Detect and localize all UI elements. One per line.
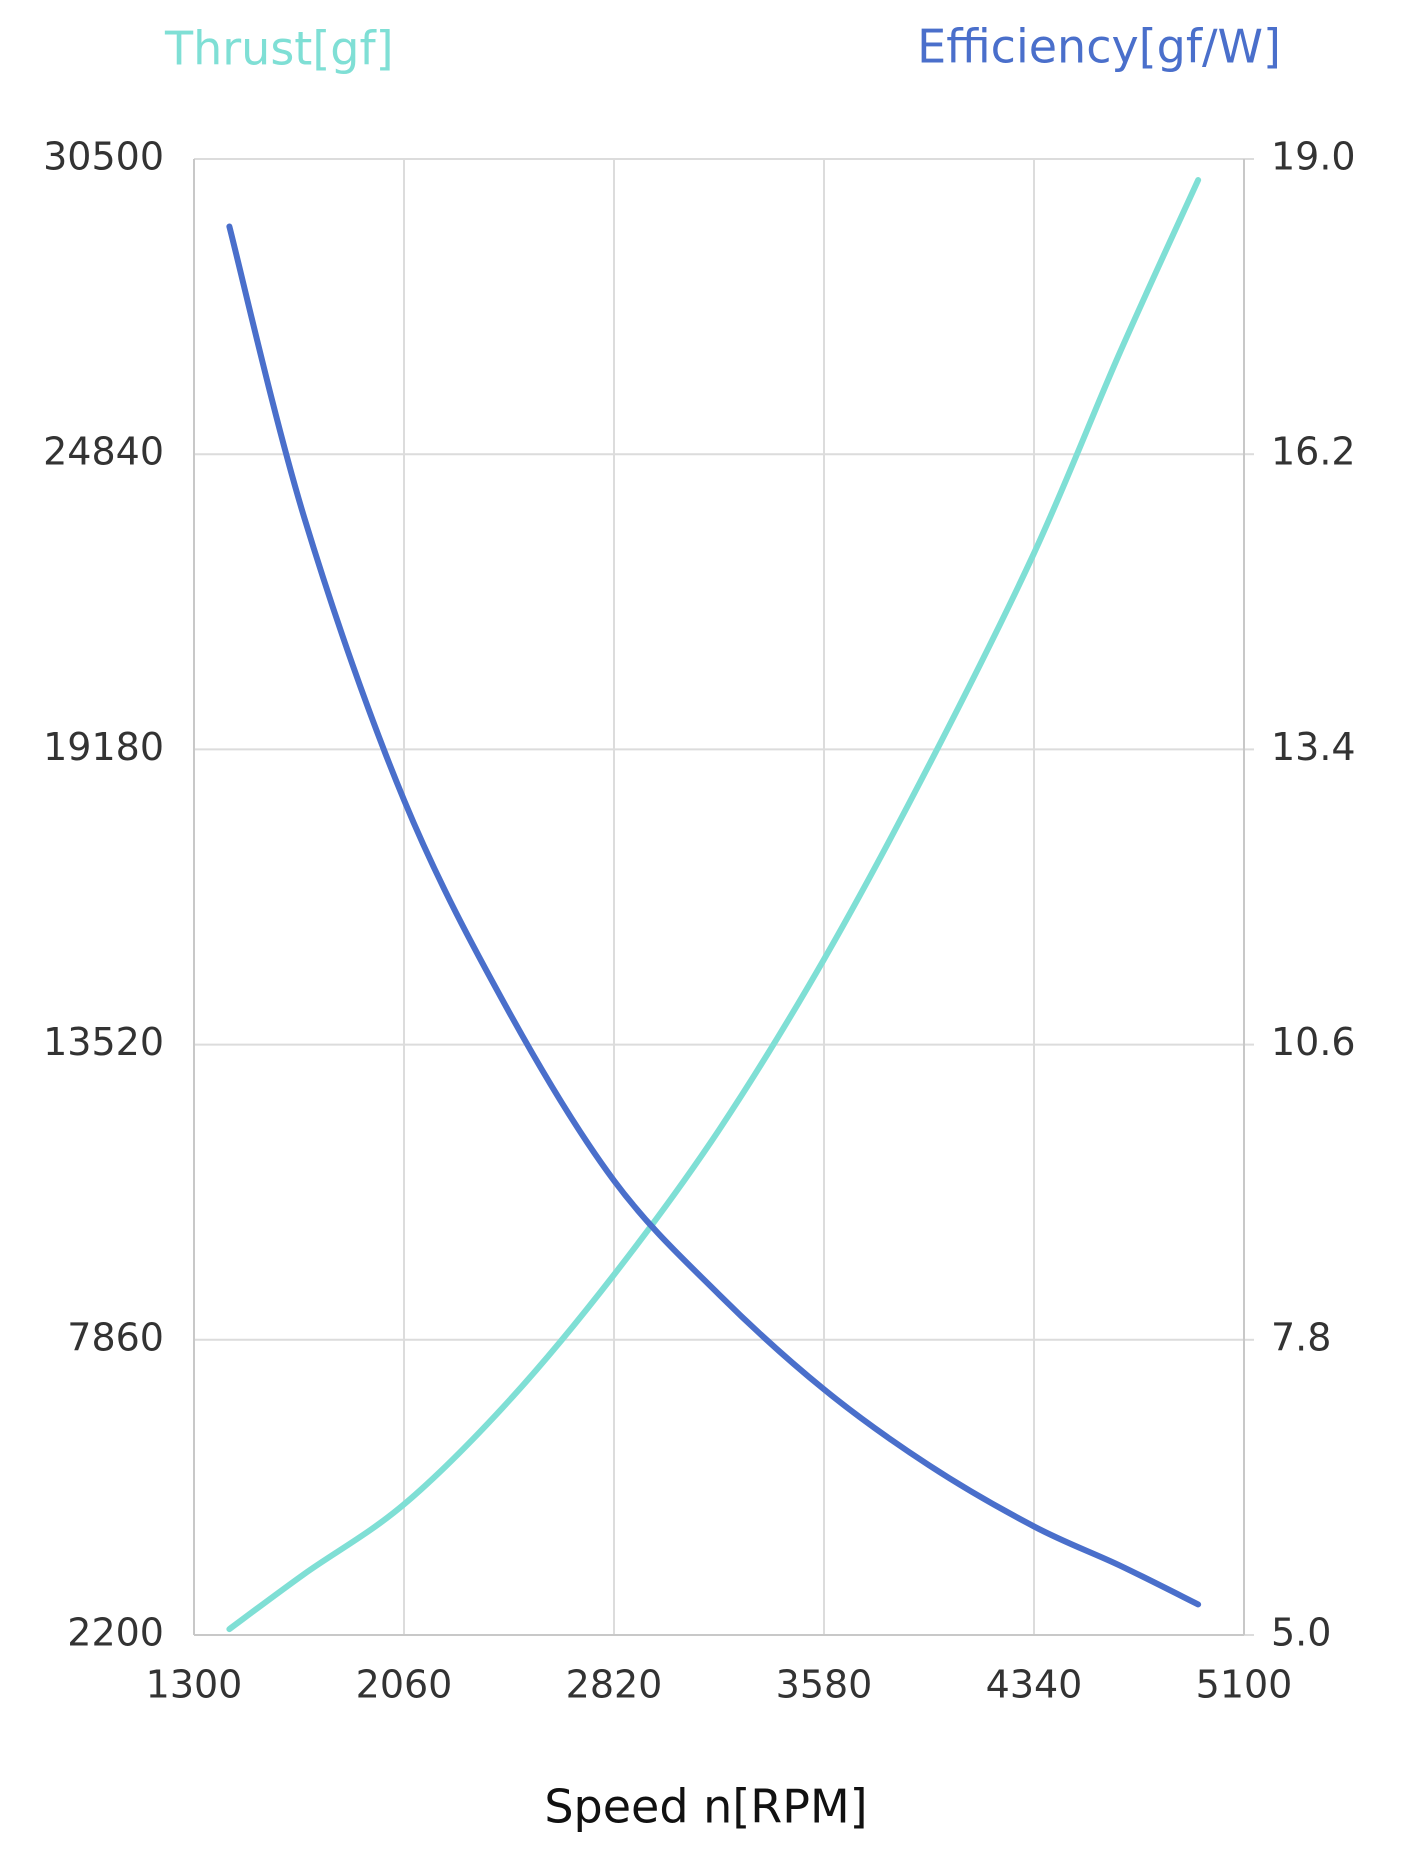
y-axis-title: Thrust[gf] — [164, 22, 394, 76]
x-tick-label: 3580 — [776, 1663, 873, 1707]
y2-axis-title: Efficiency[gf/W] — [917, 20, 1281, 74]
x-tick-label: 2060 — [356, 1663, 453, 1707]
x-tick-label: 2820 — [566, 1663, 663, 1707]
y2-tick-label: 13.4 — [1271, 725, 1356, 769]
y2-tick-label: 7.8 — [1271, 1315, 1331, 1359]
x-tick-label: 4340 — [986, 1663, 1083, 1707]
y2-tick-label: 16.2 — [1271, 430, 1356, 474]
line-series — [226, 223, 1202, 1608]
y-tick-label: 19180 — [43, 725, 164, 769]
y2-tick-label: 19.0 — [1271, 135, 1356, 179]
y2-tick-label: 10.6 — [1271, 1020, 1356, 1064]
line-series — [226, 177, 1202, 1633]
y-tick-label: 2200 — [67, 1611, 164, 1655]
y-tick-label: 7860 — [67, 1315, 164, 1359]
y-tick-label: 13520 — [43, 1020, 164, 1064]
y-tick-label: 24840 — [43, 430, 164, 474]
x-tick-label: 5100 — [1196, 1663, 1293, 1707]
y-tick-label: 30500 — [43, 135, 164, 179]
x-axis-title: Speed n[RPM] — [544, 1780, 867, 1834]
y2-tick-label: 5.0 — [1271, 1611, 1331, 1655]
x-tick-label: 1300 — [146, 1663, 243, 1707]
